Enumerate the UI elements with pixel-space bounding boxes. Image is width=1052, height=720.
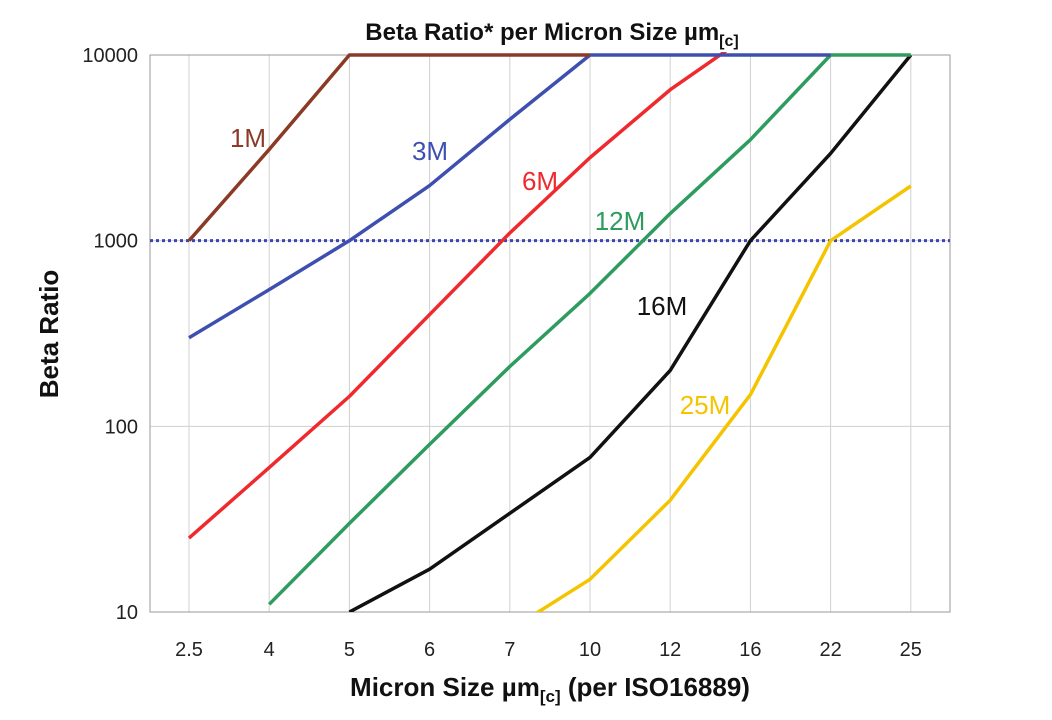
y-tick-label: 10 (116, 602, 138, 624)
x-tick-label: 16 (739, 639, 761, 661)
series-line-6M (187, 52, 728, 540)
series-line-12M (267, 53, 911, 606)
grid (150, 54, 950, 613)
x-tick-label: 4 (264, 639, 275, 661)
x-tick-label: 5 (344, 639, 355, 661)
x-tick-label: 2.5 (175, 639, 203, 661)
y-axis-ticks: 10 100 1000 10000 (82, 45, 138, 624)
series-labels: 1M 3M 6M 12M 16M 25M (230, 123, 730, 420)
x-tick-label: 6 (424, 639, 435, 661)
series-line-3M (188, 53, 831, 340)
series-label-25M: 25M (680, 390, 731, 420)
y-axis-label: Beta Ratio (34, 270, 64, 399)
series-line-25M (534, 184, 912, 612)
series-lines (187, 52, 913, 612)
series-label-3M: 3M (412, 136, 448, 166)
x-tick-label: 25 (900, 639, 922, 661)
plot-area-border (149, 54, 951, 613)
series-label-12M: 12M (595, 206, 646, 236)
y-tick-label: 10000 (82, 45, 138, 67)
y-tick-label: 100 (105, 416, 138, 438)
y-tick-label: 1000 (94, 231, 139, 253)
x-tick-label: 12 (659, 639, 681, 661)
series-label-6M: 6M (522, 166, 558, 196)
x-axis-label: Micron Size µm[c] (per ISO16889) (350, 672, 750, 706)
x-tick-label: 10 (579, 639, 601, 661)
x-tick-label: 22 (819, 639, 841, 661)
series-label-1M: 1M (230, 123, 266, 153)
chart-title: Beta Ratio* per Micron Size µm[c] (365, 19, 738, 50)
series-line-1M (187, 53, 590, 242)
series-label-16M: 16M (637, 291, 688, 321)
series-line-16M (348, 53, 913, 612)
x-tick-label: 7 (504, 639, 515, 661)
x-axis-ticks: 2.5 4 5 6 7 10 12 16 22 25 (175, 639, 922, 661)
